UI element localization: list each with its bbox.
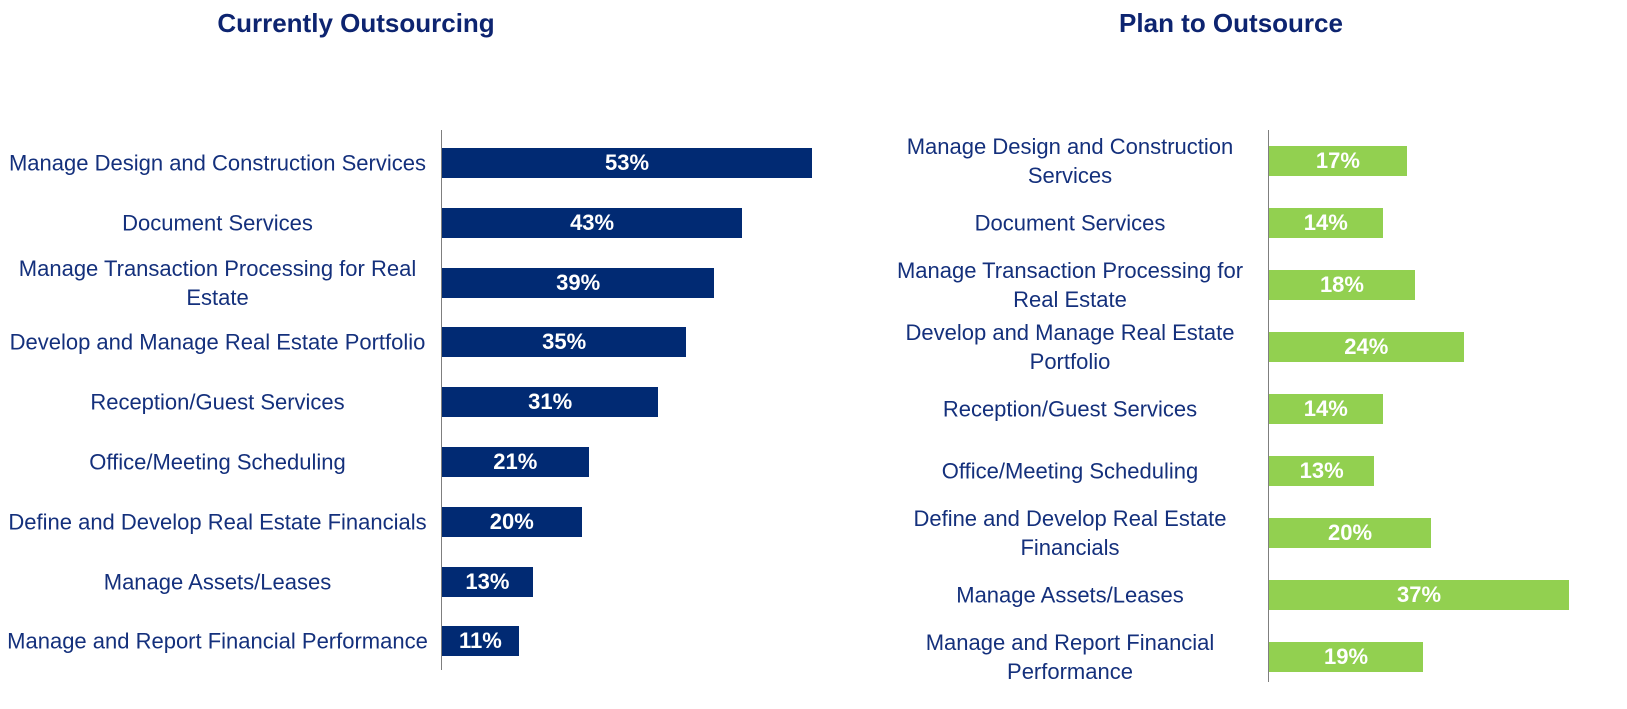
bar: 20% bbox=[1269, 518, 1432, 548]
axis-line bbox=[1268, 130, 1269, 682]
value-label: 53% bbox=[604, 150, 650, 175]
category-label: Office/Meeting Scheduling bbox=[941, 458, 1199, 484]
category-label: Develop and Manage Real Estate Portfolio bbox=[905, 320, 1235, 374]
category-label: Document Services bbox=[974, 210, 1166, 236]
value-label: 20% bbox=[489, 508, 534, 534]
category-label: Reception/Guest Services bbox=[90, 389, 345, 415]
chart-title: Plan to Outsource bbox=[1119, 8, 1343, 38]
category-label: Office/Meeting Scheduling bbox=[89, 449, 346, 475]
value-label: 19% bbox=[1323, 644, 1369, 669]
category-label: Manage Assets/Leases bbox=[103, 569, 332, 595]
value-label: 13% bbox=[1299, 458, 1344, 483]
category-label: Develop and Manage Real Estate Portfolio bbox=[9, 329, 426, 355]
category-label: Manage Design and Construction Services bbox=[8, 150, 426, 176]
bar: 43% bbox=[442, 207, 743, 238]
bar: 20% bbox=[442, 506, 582, 537]
value-label: 37% bbox=[1396, 582, 1442, 607]
bar: 14% bbox=[1269, 394, 1383, 424]
bar: 21% bbox=[442, 447, 589, 477]
bar: 19% bbox=[1269, 642, 1424, 672]
category-label: Define and Develop Real Estate Financial… bbox=[8, 509, 427, 535]
value-label: 18% bbox=[1319, 272, 1364, 297]
category-label: Reception/Guest Services bbox=[942, 396, 1198, 422]
category-label: Manage Design and Construction Services bbox=[906, 134, 1234, 188]
chart-title: Currently Outsourcing bbox=[217, 8, 495, 38]
value-label: 43% bbox=[570, 209, 615, 235]
value-label: 20% bbox=[1328, 520, 1373, 545]
bar: 18% bbox=[1269, 270, 1415, 300]
value-label: 11% bbox=[458, 628, 502, 654]
axis-line bbox=[441, 130, 442, 670]
bar: 13% bbox=[442, 566, 533, 597]
value-label: 21% bbox=[493, 449, 538, 474]
category-label: Define and Develop Real Estate Financial… bbox=[913, 506, 1227, 560]
value-label: 14% bbox=[1303, 396, 1348, 421]
bar: 13% bbox=[1269, 456, 1375, 486]
value-label: 31% bbox=[528, 389, 573, 415]
bar: 11% bbox=[442, 626, 519, 657]
category-label: Manage Assets/Leases bbox=[956, 582, 1184, 608]
bar: 17% bbox=[1269, 146, 1407, 176]
value-label: 35% bbox=[542, 329, 587, 355]
value-label: 39% bbox=[556, 269, 601, 295]
bar: 24% bbox=[1269, 332, 1464, 362]
category-label: Manage and Report Financial Performance bbox=[925, 630, 1215, 684]
bar: 14% bbox=[1269, 208, 1383, 238]
category-label: Manage and Report Financial Performance bbox=[7, 628, 428, 654]
category-label: Manage Transaction Processing for Real E… bbox=[896, 258, 1244, 312]
value-label: 24% bbox=[1344, 334, 1389, 359]
bar: 35% bbox=[442, 327, 687, 358]
category-label: Document Services bbox=[122, 210, 313, 236]
value-label: 13% bbox=[465, 568, 510, 594]
bar: 31% bbox=[442, 387, 659, 418]
category-label: Manage Transaction Processing for Real E… bbox=[18, 255, 417, 310]
value-label: 17% bbox=[1315, 148, 1360, 173]
value-label: 14% bbox=[1303, 210, 1348, 235]
bar: 37% bbox=[1269, 580, 1569, 610]
bar: 39% bbox=[442, 267, 715, 298]
bar: 53% bbox=[442, 148, 812, 178]
